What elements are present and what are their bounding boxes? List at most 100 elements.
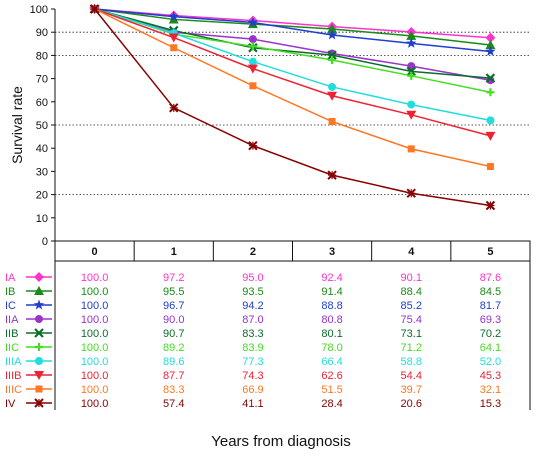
y-tick-label: 100 <box>30 4 48 16</box>
data-point <box>33 299 45 310</box>
y-tick-label: 40 <box>36 143 48 155</box>
data-point <box>35 385 43 393</box>
table-cell: 90.7 <box>163 328 184 340</box>
x-tick-label: 5 <box>487 246 493 258</box>
table-cell: 95.5 <box>163 286 184 298</box>
table-cell: 78.0 <box>321 342 342 354</box>
table-cell: 83.3 <box>242 328 263 340</box>
table-cell: 64.1 <box>480 342 501 354</box>
data-point <box>247 64 258 74</box>
row-label: IV <box>5 398 16 410</box>
table-row: IIA 100.0 90.0 87.0 80.8 75.4 69.3 <box>5 314 501 326</box>
y-tick-label: 80 <box>36 50 48 62</box>
table-cell: 88.4 <box>401 286 422 298</box>
data-point <box>328 82 337 91</box>
row-label: IIA <box>5 314 19 326</box>
marker-plus <box>90 5 99 13</box>
y-tick-label: 20 <box>36 190 48 202</box>
y-tick-label: 10 <box>36 213 48 225</box>
table-cell: 95.0 <box>242 272 263 284</box>
table-cell: 74.3 <box>242 370 263 382</box>
data-point <box>327 50 337 60</box>
data-point <box>406 37 417 48</box>
data-point <box>248 57 257 66</box>
series-line <box>94 8 491 137</box>
table-row: IIC 100.0 89.2 83.9 78.0 71.2 64.1 <box>5 342 501 354</box>
x-axis-title: Years from diagnosis <box>211 433 351 450</box>
data-point <box>247 16 259 27</box>
table-cell: 51.5 <box>321 384 342 396</box>
data-point <box>168 33 179 43</box>
data-point <box>485 73 496 83</box>
table-cell: 100.0 <box>81 356 109 368</box>
marker-plus <box>248 141 257 150</box>
table-cell: 100.0 <box>81 300 109 312</box>
data-point <box>326 29 338 40</box>
data-point <box>169 103 179 113</box>
data-point <box>406 188 416 198</box>
row-label: IIIC <box>5 384 22 396</box>
table-cell: 93.5 <box>242 286 263 298</box>
table-cell: 80.8 <box>321 314 342 326</box>
y-tick-label: 70 <box>36 74 48 86</box>
x-tick-label: 4 <box>408 246 415 258</box>
y-tick-label: 60 <box>36 97 48 109</box>
y-tick-label: 30 <box>36 166 48 178</box>
data-point <box>248 42 257 51</box>
series-line <box>94 8 491 39</box>
table-cell: 41.1 <box>242 398 263 410</box>
row-label: IIB <box>5 328 18 340</box>
table-cell: 87.7 <box>163 370 184 382</box>
table-cell: 15.3 <box>480 398 501 410</box>
series-line <box>94 8 491 81</box>
data-point <box>486 163 494 171</box>
data-point <box>486 116 495 125</box>
x-tick-label: 3 <box>329 246 335 258</box>
marker-plus <box>486 201 495 210</box>
table-cell: 52.0 <box>480 356 501 368</box>
table-cell: 100.0 <box>81 314 109 326</box>
table-cell: 62.6 <box>321 370 342 382</box>
table-cell: 84.5 <box>480 286 501 298</box>
y-tick-label: 50 <box>36 120 48 132</box>
data-point <box>406 110 417 120</box>
table-cell: 66.4 <box>321 356 342 368</box>
data-point <box>485 32 496 43</box>
row-label: IA <box>5 272 16 284</box>
table-cell: 96.7 <box>163 300 184 312</box>
table-cell: 81.7 <box>480 300 501 312</box>
marker-plus <box>35 399 43 407</box>
data-point <box>485 39 496 49</box>
data-point <box>34 328 44 338</box>
series-line <box>94 8 491 46</box>
data-point <box>249 82 257 90</box>
table-cell: 89.2 <box>163 342 184 354</box>
table-cell: 87.6 <box>480 272 501 284</box>
table-cell: 87.0 <box>242 314 263 326</box>
table-cell: 58.8 <box>401 356 422 368</box>
data-point <box>35 343 43 351</box>
y-tick-label: 90 <box>36 27 48 39</box>
table-cell: 66.9 <box>242 384 263 396</box>
row-label: IC <box>5 300 16 312</box>
row-label: IIIB <box>5 370 22 382</box>
table-cell: 89.6 <box>163 356 184 368</box>
row-label: IIC <box>5 342 19 354</box>
table-cell: 100.0 <box>81 286 109 298</box>
table-cell: 88.8 <box>321 300 342 312</box>
row-label: IB <box>5 286 15 298</box>
table-cell: 94.2 <box>242 300 263 312</box>
table-cell: 39.7 <box>401 384 422 396</box>
data-point <box>485 45 496 56</box>
table-cell: 92.4 <box>321 272 342 284</box>
series-line <box>94 8 491 168</box>
marker-plus <box>169 103 178 112</box>
table-cell: 28.4 <box>321 398 342 410</box>
table-cell: 90.0 <box>163 314 184 326</box>
table-cell: 83.3 <box>163 384 184 396</box>
table-cell: 100.0 <box>81 370 109 382</box>
data-point <box>485 131 496 141</box>
table-cell: 20.6 <box>401 398 422 410</box>
data-point <box>328 118 336 126</box>
